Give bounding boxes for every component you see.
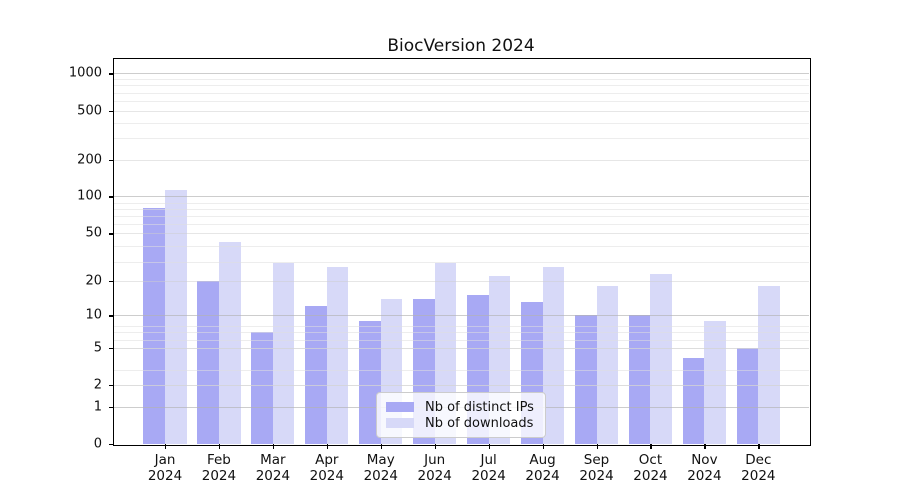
- y-tick-label: 1: [93, 399, 102, 415]
- bar-downloads: [542, 267, 565, 444]
- gridline: [114, 315, 809, 317]
- gridline: [114, 339, 809, 341]
- bar-downloads: [326, 267, 349, 444]
- y-tick-label: 1000: [68, 65, 102, 81]
- x-tick-mark: [434, 444, 437, 449]
- legend-row-downloads: Nb of downloads: [386, 415, 535, 431]
- x-tick-mark: [542, 444, 544, 449]
- x-tick-label: May 2024: [363, 452, 398, 484]
- x-tick-mark: [326, 444, 329, 449]
- legend-label-downloads: Nb of downloads: [425, 415, 534, 431]
- y-tick-mark: [109, 385, 114, 387]
- y-tick-mark: [109, 73, 114, 75]
- y-tick-label: 5: [93, 340, 102, 356]
- y-tick-mark: [109, 347, 114, 350]
- gridline: [114, 159, 809, 161]
- legend-row-distinct-ips: Nb of distinct IPs: [386, 399, 535, 415]
- gridline: [114, 369, 809, 371]
- y-tick-mark: [109, 315, 114, 317]
- y-tick-label: 20: [85, 273, 102, 289]
- gridline: [114, 85, 809, 87]
- y-tick-label: 0: [93, 436, 102, 452]
- bar-distinct-ips: [574, 315, 597, 444]
- bar-downloads: [165, 190, 187, 444]
- legend-label-distinct-ips: Nb of distinct IPs: [425, 399, 534, 415]
- x-tick-label: Sep 2024: [579, 452, 614, 484]
- y-tick-mark: [109, 444, 114, 446]
- bar-distinct-ips: [628, 315, 651, 444]
- gridline: [114, 326, 809, 328]
- gridline: [114, 385, 809, 387]
- x-tick-mark: [704, 444, 706, 449]
- gridline: [114, 216, 809, 218]
- chart-title: BiocVersion 2024: [387, 36, 535, 56]
- y-tick-label: 10: [85, 307, 102, 323]
- x-tick-mark: [758, 444, 760, 449]
- y-tick-label: 200: [77, 152, 102, 168]
- x-tick-label: Jan 2024: [147, 452, 183, 484]
- gridline: [114, 196, 809, 198]
- legend-swatch-distinct-ips: [386, 402, 414, 412]
- bar-downloads: [596, 286, 619, 444]
- gridline: [114, 202, 809, 204]
- x-tick-mark: [488, 444, 491, 449]
- x-tick-mark: [596, 444, 598, 449]
- y-tick-label: 50: [85, 225, 102, 241]
- bar-downloads: [650, 273, 673, 444]
- gridline: [114, 280, 809, 282]
- x-tick-label: Jul 2024: [471, 452, 506, 484]
- x-tick-label: Apr 2024: [309, 452, 344, 484]
- gridline: [114, 208, 809, 210]
- bar-distinct-ips: [359, 320, 381, 444]
- gridline: [114, 100, 809, 102]
- bar-distinct-ips: [251, 332, 273, 444]
- x-tick-mark: [165, 444, 167, 449]
- bar-downloads: [758, 286, 780, 444]
- y-tick-mark: [109, 110, 114, 112]
- legend-swatch-downloads: [386, 418, 414, 428]
- x-tick-mark: [380, 444, 383, 449]
- bar-distinct-ips: [305, 306, 327, 444]
- x-tick-label: Aug 2024: [525, 452, 560, 484]
- x-tick-label: Nov 2024: [687, 452, 722, 484]
- gridline: [114, 224, 809, 226]
- x-tick-mark: [218, 444, 221, 449]
- bar-distinct-ips: [197, 280, 219, 444]
- bar-distinct-ips: [143, 207, 165, 444]
- gridline: [114, 138, 809, 140]
- y-tick-label: 2: [93, 377, 102, 393]
- bar-downloads: [272, 263, 295, 444]
- gridline: [114, 233, 809, 235]
- gridline: [114, 122, 809, 124]
- x-tick-label: Jun 2024: [417, 452, 452, 484]
- y-tick-label: 100: [77, 188, 102, 204]
- gridline: [114, 110, 809, 112]
- y-tick-mark: [109, 233, 114, 235]
- bar-distinct-ips: [736, 347, 759, 444]
- gridline: [114, 246, 809, 248]
- gridline: [114, 261, 809, 263]
- x-tick-mark: [272, 444, 275, 449]
- gridline: [114, 92, 809, 94]
- legend: Nb of distinct IPs Nb of downloads: [376, 392, 546, 438]
- gridline: [114, 79, 809, 81]
- bar-downloads: [704, 320, 726, 444]
- bar-distinct-ips: [682, 357, 705, 444]
- bar-downloads: [218, 242, 241, 444]
- y-tick-mark: [109, 159, 114, 161]
- y-tick-mark: [109, 280, 114, 283]
- y-tick-mark: [109, 196, 114, 198]
- x-tick-label: Oct 2024: [633, 452, 668, 484]
- x-tick-mark: [650, 444, 652, 449]
- gridline: [114, 332, 809, 334]
- y-tick-mark: [109, 406, 114, 409]
- x-tick-label: Mar 2024: [255, 452, 291, 484]
- x-tick-label: Dec 2024: [741, 452, 776, 484]
- gridline: [114, 347, 809, 349]
- gridline: [114, 73, 809, 75]
- x-tick-label: Feb 2024: [201, 452, 237, 484]
- y-tick-label: 500: [77, 103, 102, 119]
